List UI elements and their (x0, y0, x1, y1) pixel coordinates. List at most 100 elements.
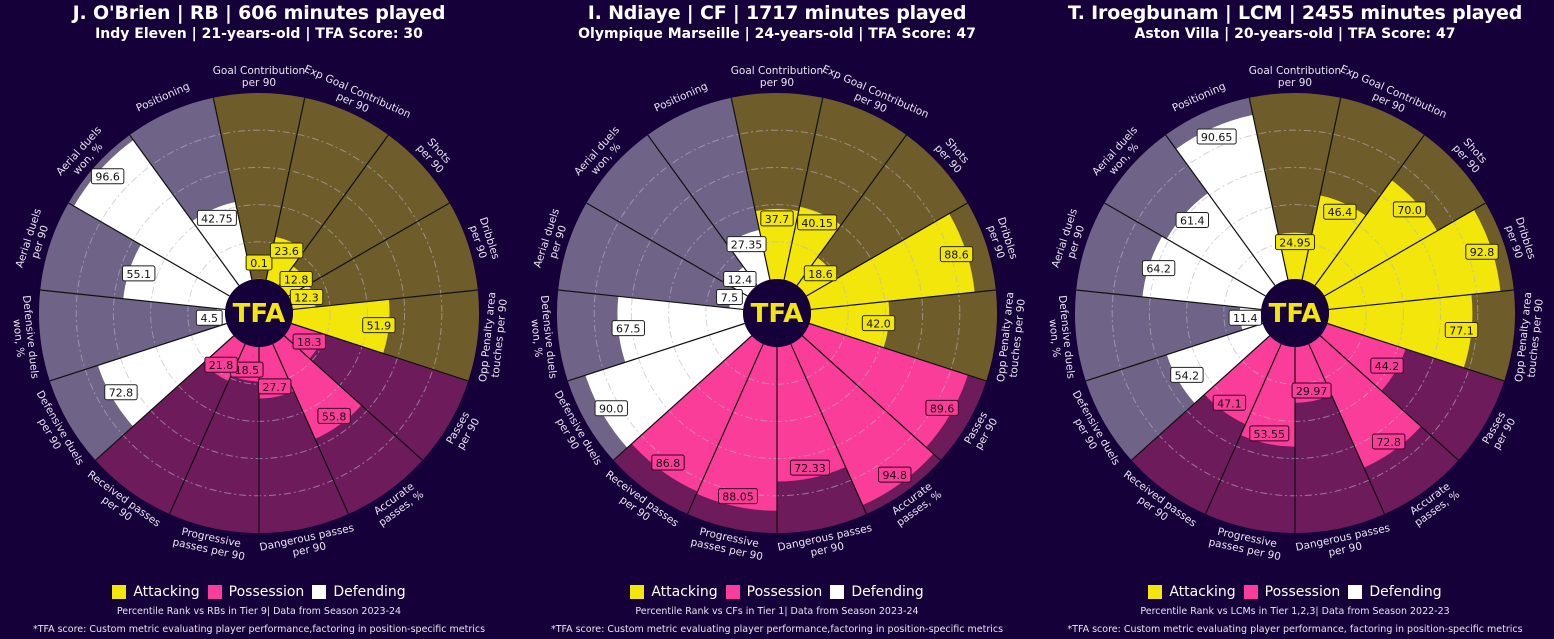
value-label-box (104, 384, 138, 401)
value-label: 64.2 (1141, 260, 1176, 277)
legend: Attacking Possession Defending (0, 584, 518, 600)
slice-separator (212, 97, 253, 280)
radar-panel-1: J. O'Brien | RB | 606 minutes played Ind… (0, 0, 518, 639)
value-label-text: 12.4 (728, 274, 753, 287)
value-label: 18.5 (230, 361, 264, 378)
value-label: 90.65 (1196, 128, 1237, 145)
value-label-box (279, 271, 313, 288)
chart-title: I. Ndiaye | CF | 1717 minutes played (587, 2, 967, 24)
percentile-note: Percentile Rank vs LCMs in Tier 1,2,3| D… (1140, 606, 1450, 617)
value-label: 46.4 (1323, 203, 1357, 220)
slice-value-dangerous-passes-per-90 (777, 344, 846, 482)
percentile-note: Percentile Rank vs CFs in Tier 1| Data f… (635, 606, 919, 617)
value-label-box (1170, 366, 1204, 383)
slice-bg-goal-contribution-per-90 (731, 93, 823, 280)
chart-subtitle: Olympique Marseille | 24-years-old | TFA… (578, 26, 976, 42)
value-label-text: 61.4 (1180, 215, 1205, 228)
pizza-chart: 0.1 23.6 12.8 12.3 51.9 18.3 55.8 27.718.521.8 7… (10, 63, 510, 563)
legend: Attacking Possession Defending (1036, 584, 1554, 600)
legend-label-attacking: Attacking (1169, 584, 1236, 600)
slice-separator (95, 335, 235, 461)
metric-label-opp-penalty-area-touches-per-90: Opp Penalty areatouches per 90 (477, 291, 510, 383)
value-label-box (878, 466, 912, 483)
slice-value-defensive-duels-per-90 (585, 323, 752, 448)
chart-title: J. O'Brien | RB | 606 minutes played (72, 2, 446, 24)
value-label-text: 70.0 (1397, 204, 1422, 217)
value-label-box (760, 210, 794, 227)
value-label: 44.2 (1370, 357, 1404, 374)
value-label: 27.7 (258, 378, 292, 395)
value-label-box (723, 271, 757, 288)
value-label-box (803, 265, 838, 282)
value-label-text: 27.7 (262, 381, 287, 394)
slice-separator (283, 335, 423, 461)
metric-label-goal-contribution-per-90: Goal Contribution per 90 (731, 65, 823, 89)
slice-separator (129, 134, 240, 286)
metric-label-defensive-duels-won: Defensive duelswon, % (526, 295, 559, 381)
slice-separator (278, 134, 389, 286)
value-label-box (204, 356, 238, 373)
logo-circle (225, 279, 293, 347)
value-label-box (1196, 128, 1237, 145)
legend-label-attacking: Attacking (651, 584, 718, 600)
value-label: 42.0 (861, 315, 896, 332)
slice-separator (1131, 335, 1271, 461)
value-label: 54.2 (1170, 366, 1204, 383)
value-label: 94.8 (878, 466, 912, 483)
slice-separator (1314, 134, 1425, 286)
slice-separator (567, 322, 745, 382)
value-label: 24.95 (1275, 234, 1315, 251)
slice-value-dribbles-per-90 (1324, 209, 1501, 310)
slice-separator (1204, 343, 1282, 515)
slice-value-progressive-passes-per-90 (696, 344, 777, 511)
value-label-text: 90.0 (599, 403, 624, 416)
slice-value-defensive-duels-per-90 (1166, 323, 1270, 404)
slice-bg-goal-contribution-per-90 (1249, 93, 1341, 280)
slice-value-aerial-duels-per-90 (1142, 236, 1266, 310)
value-label: 18.3 (292, 333, 326, 350)
legend-label-possession: Possession (1264, 584, 1341, 600)
slice-separator (1076, 289, 1262, 311)
slice-value-passes-per-90 (802, 323, 968, 448)
slice-separator (272, 343, 350, 515)
value-label-text: 46.4 (1328, 206, 1353, 219)
tfa-logo: TFA (233, 299, 286, 329)
legend-label-defending: Defending (1369, 584, 1442, 600)
value-label-text: 18.6 (808, 268, 833, 281)
slice-separator (586, 202, 748, 297)
value-label-text: 55.8 (322, 410, 347, 423)
value-label: 12.8 (279, 271, 313, 288)
slice-separator (790, 343, 868, 515)
slice-separator (613, 335, 753, 461)
value-label-box (1323, 203, 1357, 220)
value-label-box (269, 242, 304, 259)
slice-separator (1165, 134, 1276, 286)
radar-panel-2: I. Ndiaye | CF | 1717 minutes played Oly… (518, 0, 1036, 639)
footnote: *TFA score: Custom metric evaluating pla… (550, 624, 1004, 635)
slice-value-opp-penalty-area-touches-per-90 (291, 299, 390, 354)
slice-bg-defensive-duels-won (38, 290, 227, 381)
value-label-text: 72.33 (794, 462, 826, 475)
value-label-box (1212, 394, 1247, 411)
slice-separator (40, 289, 226, 311)
slice-bg-aerial-duels-won (586, 135, 758, 296)
value-label: 89.6 (925, 399, 959, 416)
tfa-logo: TFA (751, 299, 804, 329)
value-label: 70.0 (1392, 201, 1427, 218)
value-label: 86.8 (651, 454, 685, 471)
slice-bg-defensive-duels-won (1075, 290, 1263, 381)
value-label: 77.1 (1444, 321, 1479, 338)
pizza-chart: 24.95 46.4 70.0 92.8 77.1 44.2 72.8 29.97 53.55 4… (1046, 63, 1545, 563)
slice-value-positioning (1175, 114, 1288, 286)
value-label-text: 77.1 (1449, 324, 1474, 337)
value-label-text: 40.15 (801, 217, 833, 230)
value-label-text: 55.1 (126, 268, 151, 281)
value-label-box (716, 289, 743, 306)
value-label-box (258, 378, 292, 395)
slice-separator (686, 343, 764, 515)
legend-label-attacking: Attacking (133, 584, 200, 600)
value-label-box (289, 289, 324, 306)
value-label: 53.55 (1249, 425, 1290, 442)
value-label: 4.5 (195, 309, 223, 326)
value-label-text: 86.8 (656, 457, 681, 470)
